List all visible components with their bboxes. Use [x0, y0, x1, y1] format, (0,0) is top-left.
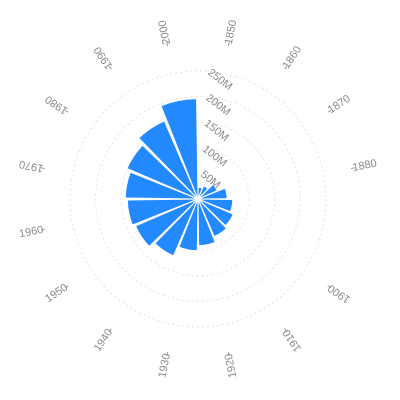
grid-ring-250: [69, 70, 327, 328]
bar-2000[interactable]: [160, 98, 199, 200]
bar-1880[interactable]: [197, 187, 228, 200]
tick-label-1990: 1990: [92, 44, 116, 71]
tick-mark-1880: [350, 167, 356, 170]
grid-ring-200: [95, 96, 301, 302]
tick-label-1960: 1960: [18, 224, 44, 241]
tick-mark-1920: [227, 351, 230, 357]
radial-label-100: 100M: [200, 143, 229, 169]
tick-label-1980: 1980: [43, 93, 70, 117]
tick-mark-1870: [327, 109, 332, 113]
tick-mark-1930: [166, 351, 169, 357]
grid-ring-100: [146, 147, 250, 251]
bar-1940[interactable]: [154, 198, 199, 257]
tick-mark-1940: [108, 328, 112, 333]
bar-1910[interactable]: [197, 198, 228, 238]
tick-mark-2000: [166, 41, 169, 47]
tick-mark-1850: [227, 41, 230, 47]
tick-label-1860: 1860: [281, 44, 305, 71]
tick-mark-1950: [64, 285, 69, 289]
tick-label-1900: 1900: [326, 282, 353, 306]
radial-label-150: 150M: [202, 118, 231, 144]
bar-1870[interactable]: [197, 183, 218, 200]
tick-mark-1980: [64, 109, 69, 113]
bar-1950[interactable]: [134, 198, 199, 248]
tick-label-2000: 2000: [156, 19, 173, 45]
bar-1980[interactable]: [126, 144, 199, 200]
tick-mark-1990: [108, 65, 112, 70]
tick-label-1970: 1970: [18, 158, 44, 175]
bar-1990[interactable]: [138, 120, 199, 200]
tick-mark-1960: [40, 228, 46, 231]
bar-1900[interactable]: [197, 198, 234, 227]
tick-mark-1860: [284, 65, 288, 70]
radial-label-250: 250M: [205, 67, 234, 93]
tick-label-1950: 1950: [43, 282, 70, 306]
bar-1960[interactable]: [126, 198, 199, 226]
tick-mark-1900: [327, 285, 332, 289]
tick-label-1850: 1850: [223, 19, 240, 45]
grid-ring-150: [120, 121, 276, 277]
tick-mark-1970: [40, 167, 46, 170]
tick-label-1940: 1940: [92, 327, 116, 354]
tick-label-1930: 1930: [156, 353, 173, 379]
bars: [124, 98, 234, 257]
bar-1920[interactable]: [197, 198, 216, 247]
tick-mark-1910: [284, 328, 288, 333]
bar-1970[interactable]: [124, 171, 199, 200]
radial-label-200: 200M: [204, 92, 233, 118]
tick-label-1920: 1920: [223, 353, 240, 379]
radial-grid: [69, 70, 327, 328]
bar-1930[interactable]: [178, 198, 199, 252]
tick-label-1870: 1870: [326, 93, 353, 117]
tick-label-1880: 1880: [352, 157, 378, 174]
tick-label-1910: 1910: [281, 327, 305, 354]
